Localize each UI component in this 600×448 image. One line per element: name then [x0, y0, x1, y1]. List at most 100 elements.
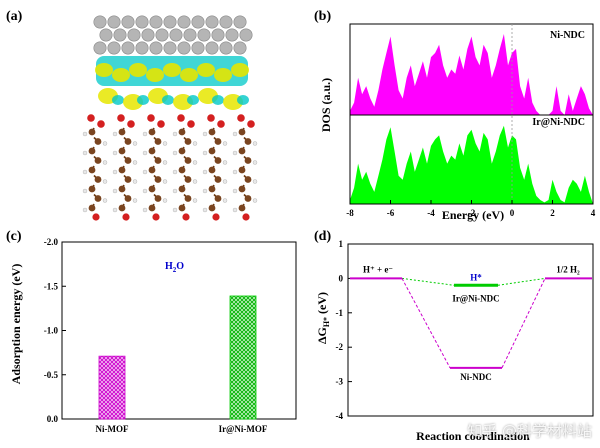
carbon-atom	[118, 185, 126, 193]
hydrogen-atom	[112, 207, 118, 213]
oxygen-atom	[87, 114, 95, 122]
hydrogen-atom	[232, 131, 238, 137]
panel-b: (b) DOS (a.u.) -8 -6 -4 -2 0 2 4 Ni-NDC Ir@Ni-…	[300, 0, 600, 222]
metal-atom	[135, 41, 149, 55]
metal-atom	[107, 41, 121, 55]
hydrogen-atom	[132, 141, 138, 146]
hydrogen-atom	[252, 141, 258, 146]
free-energy-ytick-label: -1	[336, 308, 344, 318]
metal-atom	[135, 15, 149, 29]
carbon-atom	[214, 195, 222, 202]
charge-accumulation-lobe	[146, 68, 164, 82]
dos-chart: (b) DOS (a.u.) -8 -6 -4 -2 0 2 4 Ni-NDC Ir@Ni-…	[314, 9, 596, 222]
adsorption-plot-area: 0.0 -0.5 -1.0 -1.5 -2.0 Ni-MOF Ir@Ni-MOF	[44, 237, 297, 434]
oxygen-atom	[182, 213, 190, 221]
free-energy-ytick-label: 0	[339, 273, 344, 283]
carbon-atom	[154, 176, 162, 183]
charge-accumulation-lobe	[214, 68, 232, 82]
free-energy-xlabel: Reaction coordination	[416, 429, 530, 443]
state-label-h-star: H*	[470, 272, 482, 282]
carbon-atom	[184, 157, 192, 164]
hydrogen-atom	[232, 150, 238, 156]
panel-d-label: (d)	[314, 229, 331, 244]
oxygen-atom	[212, 213, 220, 221]
hydrogen-atom	[172, 150, 178, 156]
oxygen-atom	[187, 120, 195, 128]
hydrogen-atom	[252, 198, 258, 203]
adsorption-ylabel: Adsorption energy (eV)	[9, 264, 23, 385]
carbon-atom	[214, 138, 222, 145]
dos-xtick-label: 0	[510, 208, 515, 218]
hydrogen-atom	[222, 160, 228, 165]
hydrogen-atom	[172, 207, 178, 213]
dos-plot-area: -8 -6 -4 -2 0 2 4	[346, 23, 596, 218]
metal-atom	[225, 28, 239, 42]
panel-a-label: (a)	[6, 9, 23, 24]
metal-atom	[205, 15, 219, 29]
charge-depletion-lobe	[237, 95, 249, 105]
metal-atom	[107, 15, 121, 29]
free-energy-ytick-label: -2	[336, 342, 344, 352]
adsorption-chart: (c) Adsorption energy (eV) H2O 0.0 -0.5 -1…	[6, 229, 297, 434]
legend-ir-ni-ndc: Ir@Ni-NDC	[532, 117, 585, 128]
free-energy-ylabel: ΔGH* (eV)	[315, 292, 331, 344]
metal-atom	[121, 41, 135, 55]
adsorption-bar	[98, 355, 126, 420]
charge-depletion-lobe	[187, 95, 199, 105]
hydrogen-atom	[222, 179, 228, 184]
hydrogen-atom	[82, 150, 88, 156]
hydrogen-atom	[82, 169, 88, 175]
carbon-atom	[214, 157, 222, 164]
charge-accumulation-lobe	[180, 68, 198, 82]
structure-image: (a)	[6, 9, 258, 221]
hydrogen-atom	[112, 131, 118, 137]
carbon-atom	[148, 166, 156, 174]
carbon-atom	[118, 128, 126, 136]
hydrogen-atom	[202, 169, 208, 175]
level-label-ni-ndc: Ni-NDC	[460, 372, 492, 382]
carbon-atom	[178, 128, 186, 136]
carbon-atom	[238, 128, 246, 136]
metal-atom	[163, 15, 177, 29]
carbon-atom	[244, 157, 252, 164]
carbon-atom	[238, 185, 246, 193]
carbon-atom	[184, 138, 192, 145]
panel-c-label: (c)	[6, 229, 22, 244]
carbon-atom	[238, 204, 246, 212]
hydrogen-atom	[102, 179, 108, 184]
oxygen-atom	[122, 213, 130, 221]
connector-ni-right	[501, 278, 546, 369]
metal-atom	[219, 15, 233, 29]
metal-atom	[233, 15, 247, 29]
atomic-structure	[82, 15, 258, 221]
oxygen-atom	[217, 120, 225, 128]
carbon-atom	[214, 176, 222, 183]
metal-atom	[155, 28, 169, 42]
metal-atom	[211, 28, 225, 42]
hydrogen-atom	[202, 150, 208, 156]
carbon-atom	[88, 204, 96, 212]
charge-accumulation-lobe	[231, 63, 249, 77]
connector-ir-left	[401, 277, 455, 286]
charge-accumulation-lobe	[197, 63, 215, 77]
metal-atom	[141, 28, 155, 42]
hydrogen-atom	[142, 131, 148, 137]
carbon-atom	[94, 157, 102, 164]
hydrogen-atom	[222, 198, 228, 203]
hydrogen-atom	[82, 207, 88, 213]
metal-atom	[191, 15, 205, 29]
hydrogen-atom	[102, 160, 108, 165]
metal-atom	[149, 15, 163, 29]
carbon-atom	[148, 147, 156, 155]
carbon-atom	[154, 157, 162, 164]
oxygen-atom	[157, 120, 165, 128]
hydrogen-atom	[172, 131, 178, 137]
carbon-atom	[184, 195, 192, 202]
hydrogen-atom	[142, 207, 148, 213]
hydrogen-atom	[192, 160, 198, 165]
carbon-atom	[148, 128, 156, 136]
dos-xtick-label: -4	[427, 208, 435, 218]
oxygen-atom	[117, 114, 125, 122]
carbon-atom	[118, 204, 126, 212]
hydrogen-atom	[112, 188, 118, 194]
